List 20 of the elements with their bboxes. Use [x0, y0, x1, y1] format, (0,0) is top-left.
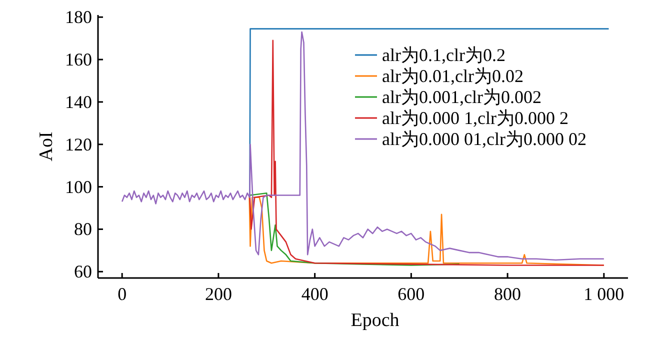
- legend-label: alr为0.01,clr为0.02: [382, 66, 524, 86]
- y-tick-label: 180: [65, 7, 92, 28]
- x-tick-label: 600: [398, 284, 425, 304]
- x-tick-label: 1 000: [584, 284, 624, 304]
- legend-label: alr为0.001,clr为0.002: [382, 87, 542, 107]
- y-tick-label: 140: [65, 92, 92, 112]
- legend-label: alr为0.1,clr为0.2: [382, 45, 506, 65]
- x-tick-label: 800: [494, 284, 522, 304]
- y-axis-title: AoI: [36, 132, 57, 162]
- y-tick-label: 60: [74, 262, 92, 282]
- x-tick-label: 0: [118, 284, 127, 304]
- y-tick-label: 100: [65, 176, 92, 197]
- legend-label: alr为0.000 01,clr为0.000 02: [382, 129, 586, 149]
- x-tick-label: 200: [204, 284, 232, 304]
- x-tick-label: 400: [301, 284, 328, 304]
- y-tick-label: 160: [65, 50, 92, 70]
- x-axis-title: Epoch: [350, 310, 400, 331]
- y-tick-label: 80: [74, 219, 92, 240]
- legend-label: alr为0.000 1,clr为0.000 2: [382, 108, 568, 128]
- y-tick-label: 120: [65, 134, 92, 154]
